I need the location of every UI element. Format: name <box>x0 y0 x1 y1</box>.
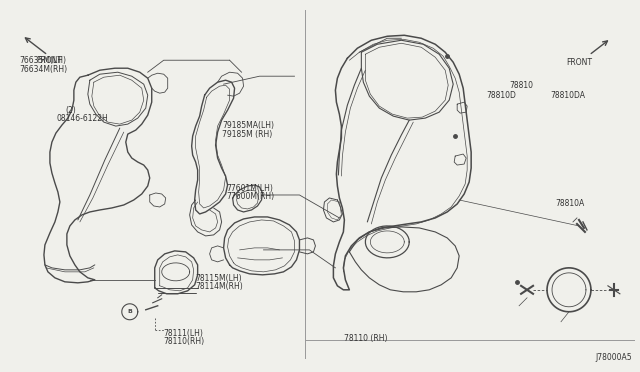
Text: 79185MA(LH): 79185MA(LH) <box>222 121 275 130</box>
Text: 78111(LH): 78111(LH) <box>163 329 203 338</box>
Text: 77601M(LH): 77601M(LH) <box>227 184 274 193</box>
Text: B: B <box>127 309 132 314</box>
Text: 78810D: 78810D <box>487 90 516 100</box>
Text: 78810: 78810 <box>510 81 534 90</box>
Text: 79185M (RH): 79185M (RH) <box>222 129 273 138</box>
Text: J78000A5: J78000A5 <box>595 353 632 362</box>
Text: 78114M(RH): 78114M(RH) <box>195 282 243 291</box>
Text: 78110 (RH): 78110 (RH) <box>344 334 387 343</box>
Text: 78810A: 78810A <box>556 199 585 208</box>
Text: FRONT: FRONT <box>566 58 592 67</box>
Text: 76635M(LH): 76635M(LH) <box>19 57 66 65</box>
Text: 08146-6122H: 08146-6122H <box>56 114 108 123</box>
Text: 78810DA: 78810DA <box>550 90 586 100</box>
Text: 78115M(LH): 78115M(LH) <box>195 273 241 283</box>
Text: (2): (2) <box>65 106 76 115</box>
Text: 77600M(RH): 77600M(RH) <box>227 192 275 201</box>
Text: FRONT: FRONT <box>36 56 62 65</box>
Text: 78110(RH): 78110(RH) <box>163 337 204 346</box>
Text: 76634M(RH): 76634M(RH) <box>19 64 67 74</box>
